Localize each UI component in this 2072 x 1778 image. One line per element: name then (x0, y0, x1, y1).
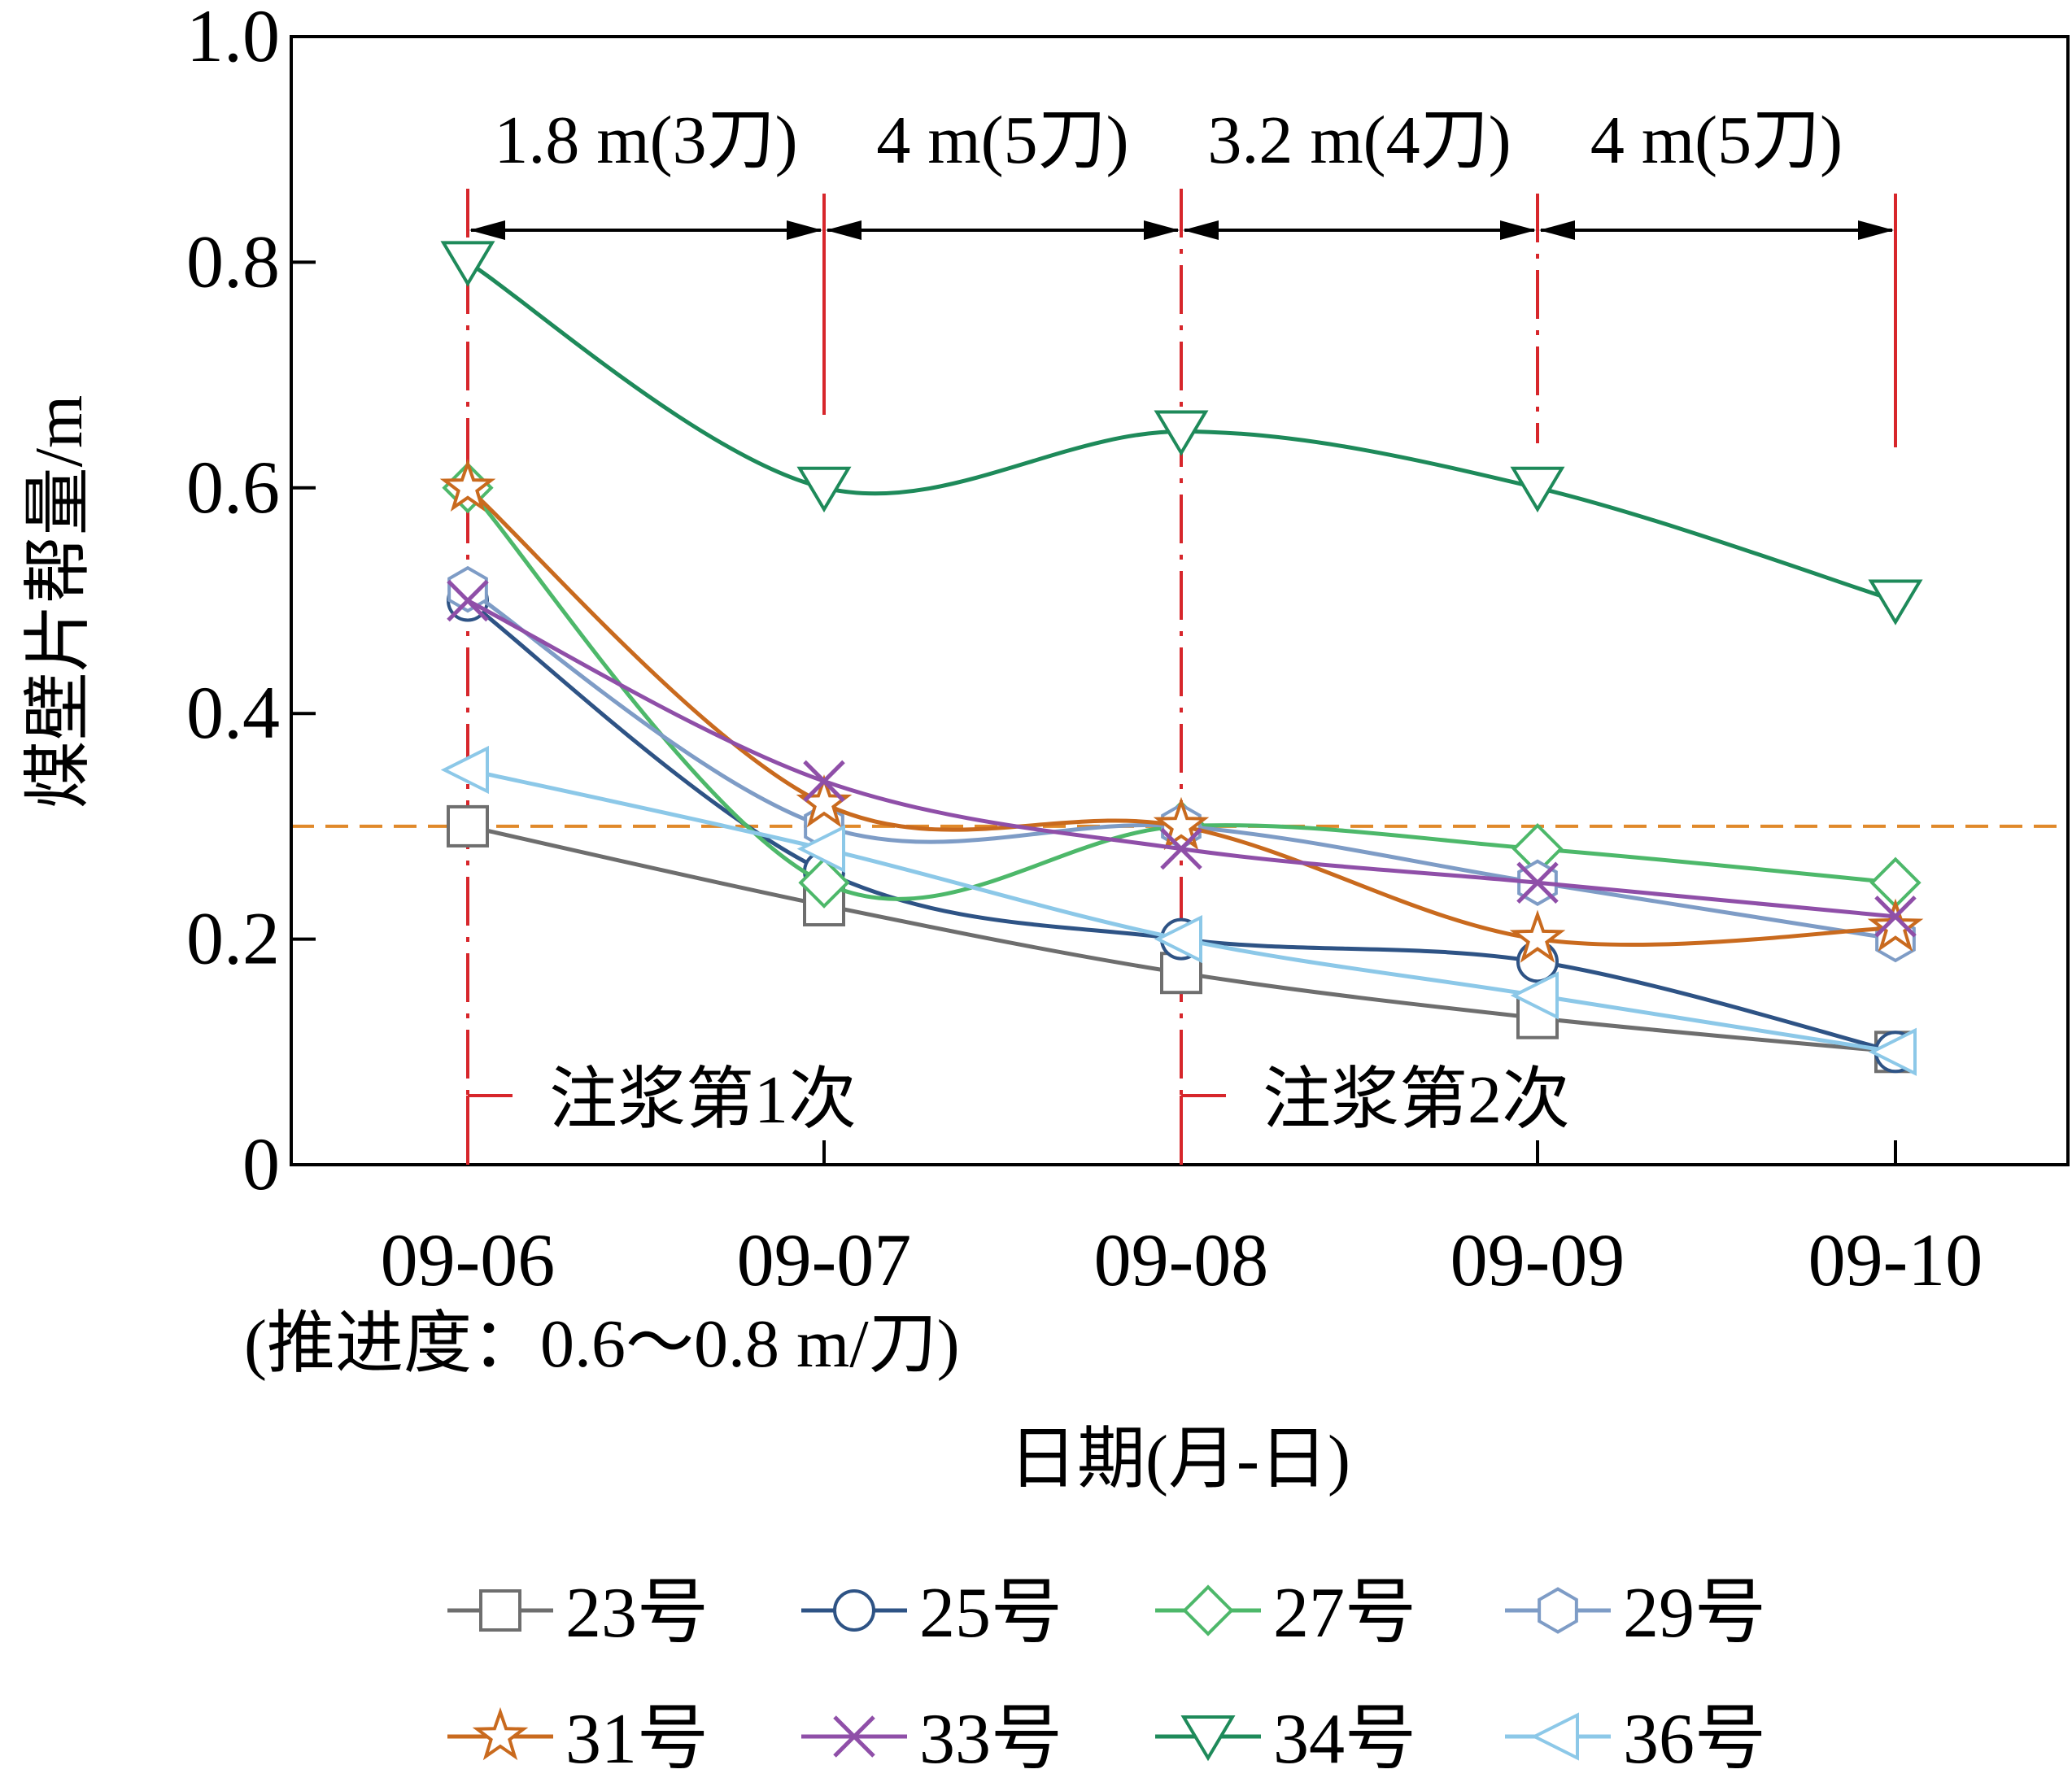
y-tick-label: 0 (242, 1122, 280, 1205)
series-36号 (440, 745, 1917, 1076)
legend-label: 33号 (919, 1700, 1062, 1778)
data-point (447, 565, 488, 613)
legend-swatch-marker (1538, 1587, 1578, 1634)
grouting-label: 注浆第1次 (549, 1062, 857, 1138)
data-point (440, 745, 489, 795)
data-point (1867, 898, 1924, 952)
segment-arrow-head-right (1144, 220, 1180, 240)
segment-arrow-head-right (1858, 220, 1894, 240)
legend-label: 25号 (919, 1574, 1062, 1653)
segment-arrow-head-left (826, 220, 862, 240)
data-point (796, 466, 852, 513)
data-point (1868, 1027, 1917, 1076)
data-point (1509, 909, 1566, 963)
data-point (1153, 796, 1210, 851)
annotation-layer: 1.8 m(3刀) 4 m(5刀) 3.2 m(4刀) 4 m(5刀) 注浆第1次 注浆第… (466, 102, 1894, 1165)
data-point (1154, 410, 1209, 456)
series-34号 (440, 241, 1923, 625)
legend-swatch-marker (1180, 1715, 1236, 1762)
segment-label: 4 m(5刀) (1590, 102, 1843, 178)
data-point (1154, 914, 1202, 964)
legend-label: 36号 (1623, 1700, 1766, 1778)
legend-swatch-marker (472, 1706, 529, 1761)
y-tick-label: 0.6 (186, 446, 280, 529)
y-tick-label: 0.4 (186, 671, 280, 754)
legend-item: 29号 (1505, 1574, 1766, 1653)
legend-swatch-marker (479, 1589, 521, 1632)
legend-label: 34号 (1273, 1700, 1416, 1778)
y-tick-label: 0.2 (186, 897, 280, 980)
series-33号 (447, 579, 1917, 938)
legend-label: 23号 (565, 1574, 709, 1653)
legend-label: 29号 (1623, 1574, 1766, 1653)
legend-item: 25号 (801, 1574, 1062, 1653)
segment-arrow-head-left (469, 220, 505, 240)
segment-arrow-head-right (1500, 220, 1536, 240)
x-tick-label: 09-09 (1450, 1218, 1625, 1301)
legend-label: 31号 (565, 1700, 709, 1778)
segment-arrow-head-right (787, 220, 822, 240)
data-point (1510, 466, 1565, 513)
data-point (796, 825, 845, 874)
x-axis-title: 日期(月-日) (1009, 1422, 1350, 1497)
segment-label: 4 m(5刀) (876, 102, 1128, 178)
y-tick-label: 0.8 (186, 220, 280, 303)
legend-swatch-marker (833, 1589, 875, 1632)
legend-item: 31号 (447, 1700, 709, 1778)
x-tick-label: 09-10 (1808, 1218, 1983, 1301)
data-point (803, 760, 845, 803)
legend: 23号 25号 27号 29号 31号 33号 34号 36号 (447, 1574, 1766, 1778)
legend-swatch-marker (833, 1715, 875, 1758)
series-layer (439, 241, 1924, 1076)
x-axis-note: (推进度：0.6～0.8 m/刀) (244, 1306, 960, 1382)
vertical-markers (466, 189, 1897, 1165)
x-tick-label: 09-07 (737, 1218, 912, 1301)
legend-swatch-marker (1530, 1712, 1579, 1761)
data-point (1874, 896, 1917, 938)
data-point (798, 856, 850, 909)
legend-item: 27号 (1155, 1574, 1416, 1653)
x-tick-label: 09-08 (1094, 1218, 1269, 1301)
legend-swatch-marker (1182, 1584, 1234, 1636)
segment-label: 3.2 m(4刀) (1207, 102, 1511, 178)
grouting-label: 注浆第2次 (1263, 1062, 1570, 1138)
data-point (1160, 827, 1202, 870)
x-tick-label: 09-06 (381, 1218, 556, 1301)
segment-arrow-head-left (1183, 220, 1219, 240)
data-point (447, 804, 489, 848)
data-point (447, 579, 489, 622)
data-point (1516, 861, 1559, 904)
legend-item: 33号 (801, 1700, 1062, 1778)
legend-item: 23号 (447, 1574, 709, 1653)
legend-item: 34号 (1155, 1700, 1416, 1778)
legend-item: 36号 (1505, 1700, 1766, 1778)
y-tick-label: 1.0 (186, 0, 280, 77)
y-axis-title: 煤壁片帮量/m (21, 395, 97, 809)
data-point (1868, 579, 1923, 625)
data-point (1510, 971, 1559, 1020)
legend-label: 27号 (1273, 1574, 1416, 1653)
segment-arrow-head-left (1539, 220, 1575, 240)
segment-label: 1.8 m(3刀) (494, 102, 797, 178)
data-point (440, 241, 495, 287)
axes-layer: 0 0.2 0.4 0.6 0.8 1.0 09-06 09-07 09-08 09-09 09-1… (186, 0, 1983, 1301)
data-point (439, 458, 496, 512)
